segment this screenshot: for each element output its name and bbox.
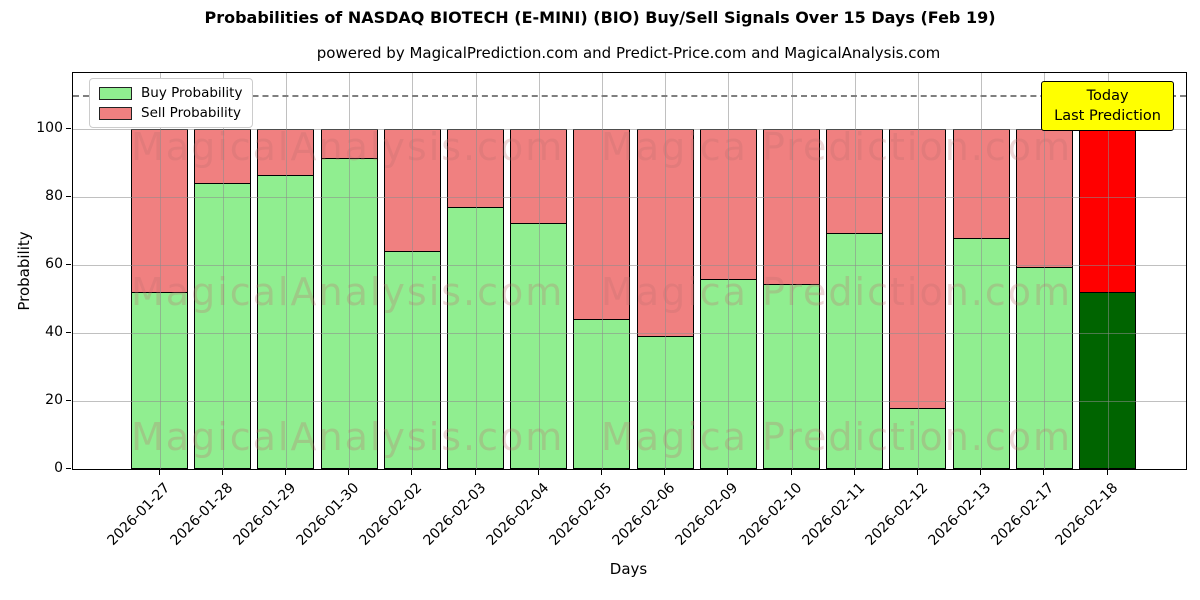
annotation-line-1: Today bbox=[1086, 88, 1129, 104]
y-tick-mark bbox=[66, 128, 71, 129]
v-gridline bbox=[159, 73, 161, 469]
x-tick-mark bbox=[600, 470, 602, 475]
y-tick-label: 80 bbox=[45, 188, 63, 204]
chart-title: Probabilities of NASDAQ BIOTECH (E-MINI)… bbox=[204, 8, 996, 27]
y-tick-label: 0 bbox=[54, 460, 63, 476]
x-tick-mark bbox=[1043, 470, 1045, 475]
x-tick-label: 2026-01-30 bbox=[293, 480, 363, 549]
x-tick-mark bbox=[474, 470, 476, 475]
x-tick-mark bbox=[916, 470, 918, 475]
v-gridline bbox=[601, 73, 603, 469]
v-gridline bbox=[981, 73, 983, 469]
x-tick-label: 2026-02-04 bbox=[483, 480, 553, 549]
v-gridline bbox=[475, 73, 477, 469]
annotation-line-2: Last Prediction bbox=[1054, 108, 1161, 124]
x-tick-mark bbox=[158, 470, 160, 475]
v-gridline bbox=[728, 73, 730, 469]
y-tick-label: 60 bbox=[45, 256, 63, 272]
x-tick-label: 2026-02-11 bbox=[799, 480, 869, 549]
legend-swatch bbox=[99, 106, 132, 120]
v-gridline bbox=[285, 73, 287, 469]
x-tick-label: 2026-02-09 bbox=[672, 480, 742, 549]
y-tick-mark bbox=[66, 400, 71, 401]
v-gridline bbox=[1107, 73, 1109, 469]
y-tick-mark bbox=[66, 468, 71, 469]
h-gridline bbox=[73, 333, 1186, 334]
x-tick-label: 2026-01-29 bbox=[230, 480, 300, 549]
chart-subtitle: powered by MagicalPrediction.com and Pre… bbox=[316, 44, 941, 62]
legend: Buy Probability Sell Probability bbox=[89, 78, 254, 128]
x-tick-label: 2026-02-05 bbox=[546, 480, 616, 549]
x-tick-label: 2026-02-06 bbox=[609, 480, 679, 549]
today-annotation: Today Last Prediction bbox=[1041, 81, 1174, 131]
x-tick-mark bbox=[411, 470, 413, 475]
h-gridline bbox=[73, 129, 1186, 130]
y-tick-label: 100 bbox=[36, 120, 63, 136]
x-tick-label: 2026-02-13 bbox=[925, 480, 995, 549]
x-tick-mark bbox=[664, 470, 666, 475]
y-tick-label: 40 bbox=[45, 324, 63, 340]
legend-swatch bbox=[99, 86, 132, 100]
legend-label: Buy Probability bbox=[141, 85, 243, 101]
x-tick-mark bbox=[790, 470, 792, 475]
y-tick-mark bbox=[66, 196, 71, 197]
x-axis-label: Days bbox=[609, 560, 648, 578]
x-tick-label: 2026-02-17 bbox=[988, 480, 1058, 549]
plot-area: MagicalAnalysis.com Magica Prediction.com… bbox=[72, 72, 1187, 470]
x-tick-label: 2026-02-12 bbox=[862, 480, 932, 549]
x-tick-mark bbox=[853, 470, 855, 475]
x-tick-mark bbox=[284, 470, 286, 475]
h-gridline bbox=[73, 265, 1186, 266]
v-gridline bbox=[1044, 73, 1046, 469]
x-tick-label: 2026-01-28 bbox=[167, 480, 237, 549]
legend-item: Buy Probability bbox=[99, 86, 242, 100]
y-tick-mark bbox=[66, 332, 71, 333]
x-tick-label: 2026-02-02 bbox=[356, 480, 426, 549]
x-tick-mark bbox=[348, 470, 350, 475]
h-gridline bbox=[73, 401, 1186, 402]
v-gridline bbox=[917, 73, 919, 469]
x-tick-mark bbox=[221, 470, 223, 475]
v-gridline bbox=[538, 73, 540, 469]
x-tick-mark bbox=[1106, 470, 1108, 475]
x-tick-mark bbox=[980, 470, 982, 475]
v-gridline bbox=[222, 73, 224, 469]
legend-label: Sell Probability bbox=[141, 105, 242, 121]
y-tick-label: 20 bbox=[45, 392, 63, 408]
v-gridline bbox=[412, 73, 414, 469]
h-gridline bbox=[73, 197, 1186, 198]
v-gridline bbox=[665, 73, 667, 469]
x-tick-label: 2026-02-10 bbox=[735, 480, 805, 549]
x-tick-label: 2026-02-03 bbox=[419, 480, 489, 549]
v-gridline bbox=[791, 73, 793, 469]
v-gridline bbox=[854, 73, 856, 469]
v-gridline bbox=[349, 73, 351, 469]
dashed-threshold-line bbox=[73, 95, 1186, 97]
legend-item: Sell Probability bbox=[99, 106, 242, 120]
y-tick-mark bbox=[66, 264, 71, 265]
x-tick-label: 2026-02-18 bbox=[1051, 480, 1121, 549]
x-tick-mark bbox=[727, 470, 729, 475]
x-tick-label: 2026-01-27 bbox=[103, 480, 173, 549]
x-tick-mark bbox=[537, 470, 539, 475]
